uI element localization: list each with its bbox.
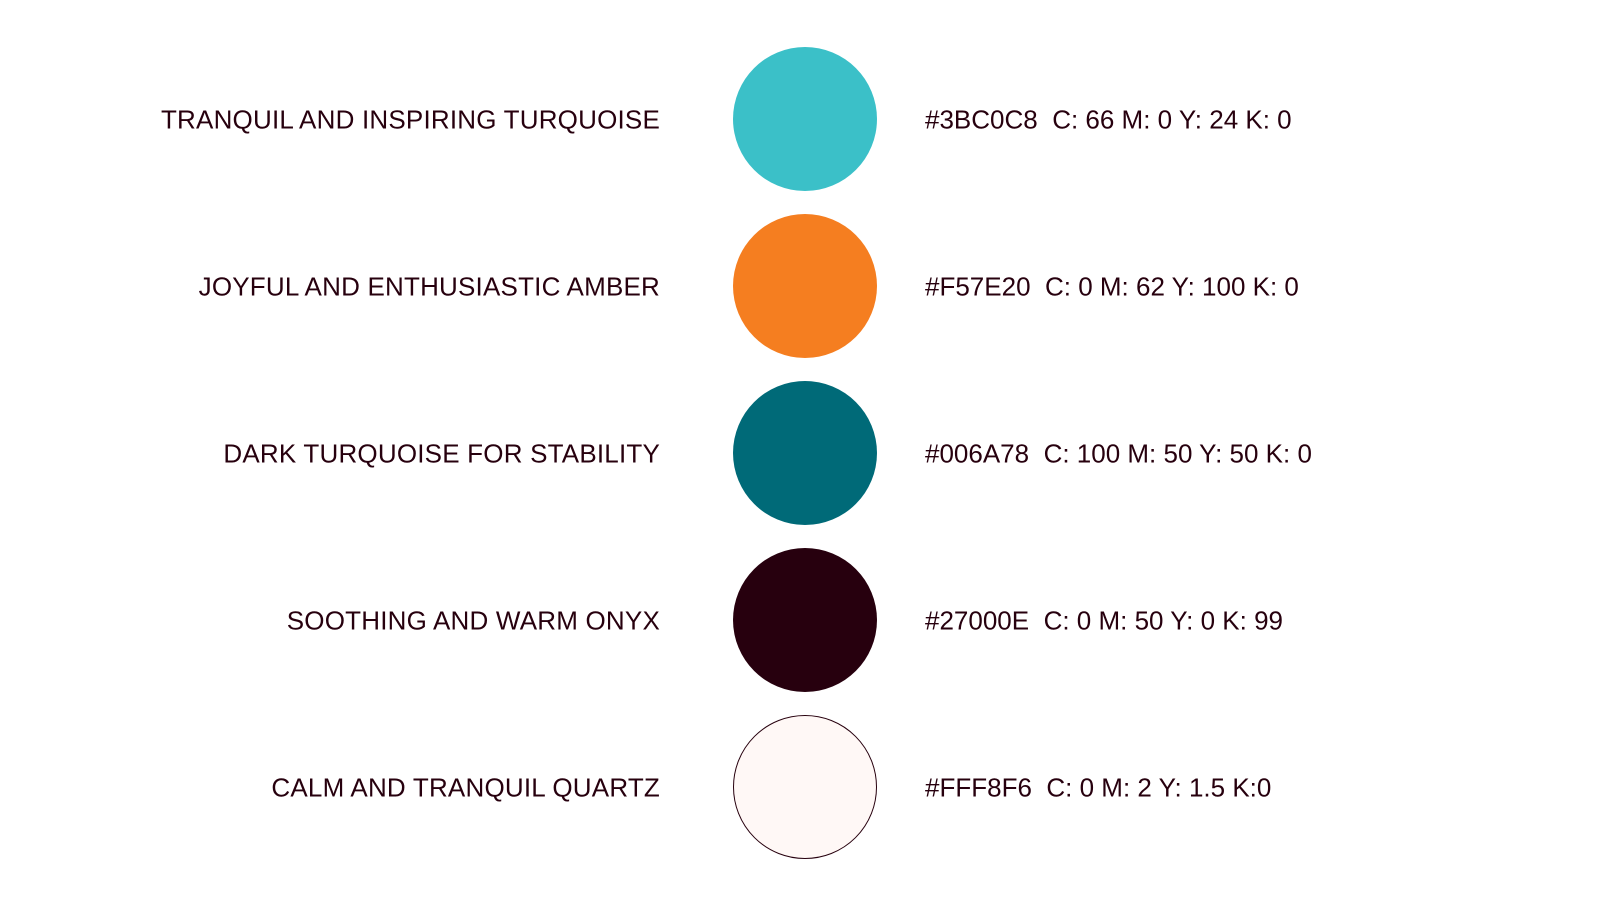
swatch-row-onyx: SOOTHING AND WARM ONYX #27000E C: 0 M: 5… bbox=[0, 548, 1600, 694]
cmyk-code: C: 0 M: 2 Y: 1.5 K:0 bbox=[1046, 772, 1272, 803]
hex-code: #F57E20 bbox=[925, 271, 1031, 302]
swatch-name: CALM AND TRANQUIL QUARTZ bbox=[271, 772, 660, 803]
cmyk-code: C: 0 M: 50 Y: 0 K: 99 bbox=[1043, 605, 1283, 636]
swatch-row-amber: JOYFUL AND ENTHUSIASTIC AMBER #F57E20 C:… bbox=[0, 214, 1600, 360]
swatch-circle bbox=[733, 715, 877, 859]
swatch-row-turquoise: TRANQUIL AND INSPIRING TURQUOISE #3BC0C8… bbox=[0, 47, 1600, 193]
swatch-name: JOYFUL AND ENTHUSIASTIC AMBER bbox=[198, 271, 660, 302]
swatch-row-quartz: CALM AND TRANQUIL QUARTZ #FFF8F6 C: 0 M:… bbox=[0, 715, 1600, 861]
hex-code: #006A78 bbox=[925, 438, 1030, 469]
swatch-code: #3BC0C8 C: 66 M: 0 Y: 24 K: 0 bbox=[925, 105, 1292, 136]
swatch-row-dark-turquoise: DARK TURQUOISE FOR STABILITY #006A78 C: … bbox=[0, 381, 1600, 527]
swatch-name: SOOTHING AND WARM ONYX bbox=[286, 605, 660, 636]
swatch-code: #27000E C: 0 M: 50 Y: 0 K: 99 bbox=[925, 606, 1283, 637]
swatch-name: TRANQUIL AND INSPIRING TURQUOISE bbox=[160, 104, 660, 135]
hex-code: #3BC0C8 bbox=[925, 104, 1038, 135]
swatch-code: #006A78 C: 100 M: 50 Y: 50 K: 0 bbox=[925, 439, 1312, 470]
cmyk-code: C: 66 M: 0 Y: 24 K: 0 bbox=[1052, 104, 1292, 135]
swatch-circle bbox=[733, 47, 877, 191]
swatch-circle bbox=[733, 548, 877, 692]
hex-code: #27000E bbox=[925, 605, 1030, 636]
cmyk-code: C: 0 M: 62 Y: 100 K: 0 bbox=[1044, 271, 1299, 302]
swatch-circle bbox=[733, 214, 877, 358]
swatch-name: DARK TURQUOISE FOR STABILITY bbox=[223, 438, 660, 469]
hex-code: #FFF8F6 bbox=[925, 772, 1032, 803]
swatch-circle bbox=[733, 381, 877, 525]
swatch-code: #F57E20 C: 0 M: 62 Y: 100 K: 0 bbox=[925, 272, 1299, 303]
cmyk-code: C: 100 M: 50 Y: 50 K: 0 bbox=[1043, 438, 1312, 469]
swatch-code: #FFF8F6 C: 0 M: 2 Y: 1.5 K:0 bbox=[925, 773, 1271, 804]
